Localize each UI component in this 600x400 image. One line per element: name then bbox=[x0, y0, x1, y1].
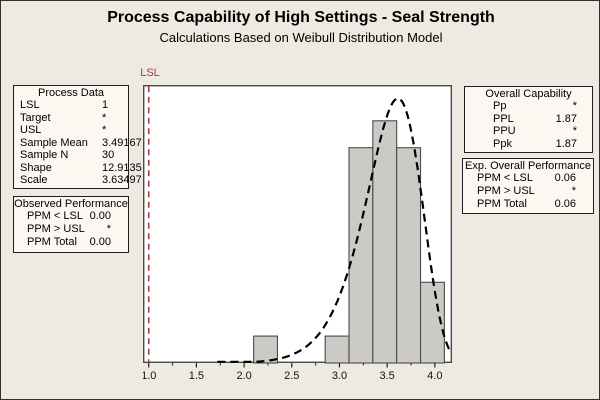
svg-text:4.0: 4.0 bbox=[427, 370, 442, 382]
stat-value: * bbox=[572, 100, 577, 112]
stat-label: Ppk bbox=[493, 137, 512, 150]
stat-value: 1 bbox=[102, 99, 109, 111]
stat-row-scale: Scale 3.63497 bbox=[14, 174, 142, 187]
chart-subtitle: Calculations Based on Weibull Distributi… bbox=[159, 30, 443, 45]
stat-value: * bbox=[102, 124, 107, 136]
stat-row-exp-ppm-total: PPM Total 0.06 bbox=[463, 198, 593, 211]
overall-capability-box: Overall Capability Pp * PPL 1.87 PPU * P… bbox=[464, 86, 593, 153]
stat-value: 0.06 bbox=[554, 172, 576, 184]
stat-row-sample-mean: Sample Mean 3.49167 bbox=[14, 136, 142, 150]
process-data-box: Process Data LSL 1 Target * USL * Sample… bbox=[13, 85, 142, 189]
stat-row-ppu: PPU * bbox=[465, 125, 592, 138]
stat-row-ppm-lt-lsl: PPM < LSL 0.00 bbox=[14, 210, 128, 223]
stat-value: * bbox=[572, 125, 577, 138]
stat-value: 30 bbox=[102, 149, 115, 161]
stat-row-ppl: PPL 1.87 bbox=[465, 113, 592, 126]
stat-row-ppk: Ppk 1.87 bbox=[465, 138, 592, 151]
stat-label: Shape bbox=[20, 161, 52, 174]
stat-label: PPM > USL bbox=[27, 222, 85, 235]
chart-title: Process Capability of High Settings - Se… bbox=[107, 9, 495, 26]
observed-performance-box: Observed Performance PPM < LSL 0.00 PPM … bbox=[13, 196, 129, 253]
stat-label: USL bbox=[20, 124, 42, 136]
stat-value: * bbox=[102, 111, 107, 124]
exp-overall-performance-box: Exp. Overall Performance PPM < LSL 0.06 … bbox=[462, 158, 594, 214]
stat-row-sample-n: Sample N 30 bbox=[14, 149, 128, 162]
overall-capability-title: Overall Capability bbox=[485, 88, 572, 100]
stat-value: 3.49167 bbox=[102, 136, 142, 149]
stat-row-ppm-total: PPM Total 0.00 bbox=[14, 236, 128, 249]
svg-text:2.0: 2.0 bbox=[236, 370, 251, 382]
stat-value: * bbox=[571, 184, 576, 197]
svg-text:3.0: 3.0 bbox=[332, 370, 347, 382]
stat-row-exp-ppm-lt-lsl: PPM < LSL 0.06 bbox=[463, 172, 593, 185]
stat-row-shape: Shape 12.9135 bbox=[14, 161, 142, 175]
stat-label: PPM Total bbox=[27, 235, 77, 248]
stat-row-exp-ppm-gt-usl: PPM > USL * bbox=[463, 185, 593, 198]
svg-text:1.0: 1.0 bbox=[143, 370, 156, 382]
stat-label: PPM Total bbox=[477, 197, 527, 210]
stat-value: 1.87 bbox=[555, 112, 577, 125]
stat-row-ppm-gt-usl: PPM > USL * bbox=[14, 223, 128, 236]
stat-label: PPM < LSL bbox=[477, 172, 533, 184]
stat-row-pp: Pp * bbox=[465, 100, 592, 113]
svg-text:3.5: 3.5 bbox=[379, 370, 394, 382]
stat-value: 0.00 bbox=[89, 235, 111, 248]
stat-label: PPL bbox=[493, 112, 514, 125]
stat-value: 0.00 bbox=[89, 210, 111, 222]
stat-label: Sample N bbox=[20, 149, 69, 161]
stat-label: Target bbox=[20, 111, 51, 124]
stat-value: 3.63497 bbox=[102, 174, 142, 186]
stat-row-target: Target * bbox=[14, 112, 128, 125]
stat-label: LSL bbox=[20, 99, 40, 111]
stat-row-usl: USL * bbox=[14, 124, 128, 137]
stat-label: Sample Mean bbox=[20, 136, 88, 149]
lsl-line-label: LSL bbox=[140, 67, 160, 79]
stat-value: 0.06 bbox=[554, 197, 576, 210]
stat-label: PPU bbox=[493, 125, 516, 138]
stat-value: 1.87 bbox=[555, 137, 577, 150]
svg-text:2.5: 2.5 bbox=[284, 370, 299, 382]
exp-overall-performance-title: Exp. Overall Performance bbox=[465, 160, 591, 172]
stat-label: PPM > USL bbox=[477, 184, 535, 197]
stat-value: * bbox=[106, 222, 111, 235]
svg-text:1.5: 1.5 bbox=[189, 370, 204, 382]
stat-label: Scale bbox=[20, 174, 48, 186]
stat-label: PPM < LSL bbox=[27, 210, 83, 222]
stat-value: 12.9135 bbox=[102, 161, 142, 174]
process-data-title: Process Data bbox=[37, 87, 105, 99]
stat-row-lsl: LSL 1 bbox=[14, 99, 128, 112]
stat-label: Pp bbox=[493, 100, 507, 112]
histogram-plot: 1.0 1.5 2.0 2.5 3.0 3.5 4.0 bbox=[143, 85, 453, 382]
observed-performance-title: Observed Performance bbox=[14, 198, 128, 210]
